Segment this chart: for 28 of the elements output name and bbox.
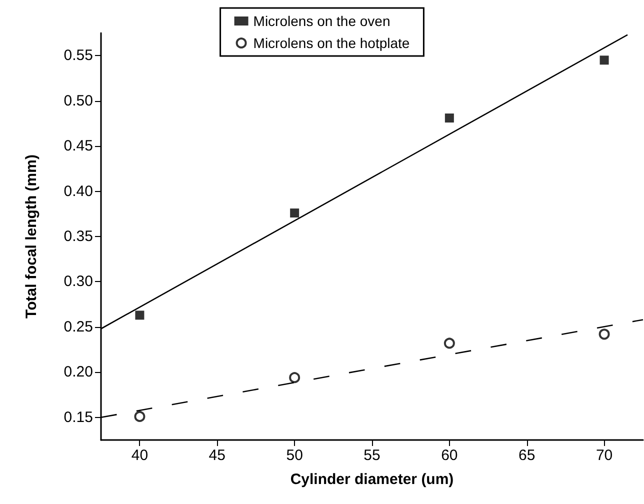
x-tick-label: 60 — [441, 447, 458, 464]
y-axis-title: Total focal length (mm) — [23, 154, 40, 318]
point — [600, 56, 609, 65]
y-tick-label: 0.30 — [64, 273, 93, 290]
y-tick-label: 0.55 — [64, 47, 93, 64]
x-tick-label: 70 — [596, 447, 613, 464]
y-tick-label: 0.40 — [64, 182, 93, 200]
point — [134, 410, 146, 422]
legend-label: Microlens on the hotplate — [253, 35, 410, 51]
y-tick-label: 0.50 — [64, 92, 93, 110]
point — [598, 328, 610, 340]
point — [290, 208, 300, 218]
y-tick-label: 0.15 — [64, 408, 93, 426]
legend-label: Microlens on the oven — [253, 13, 390, 29]
x-axis-title: Cylinder diameter (um) — [290, 471, 454, 488]
x-tick-label: 55 — [364, 447, 380, 464]
point — [135, 310, 144, 320]
point — [289, 372, 300, 384]
point — [444, 338, 455, 349]
x-tick-label: 40 — [131, 447, 148, 464]
y-tick-label: 0.45 — [64, 138, 93, 155]
y-tick-label: 0.35 — [64, 228, 93, 245]
y-tick-label: 0.20 — [64, 364, 93, 381]
x-tick-label: 65 — [518, 447, 536, 464]
y-tick-label: 0.25 — [64, 318, 93, 336]
x-tick-label: 50 — [286, 447, 303, 464]
point — [444, 114, 454, 123]
x-tick-label: 45 — [208, 447, 226, 464]
